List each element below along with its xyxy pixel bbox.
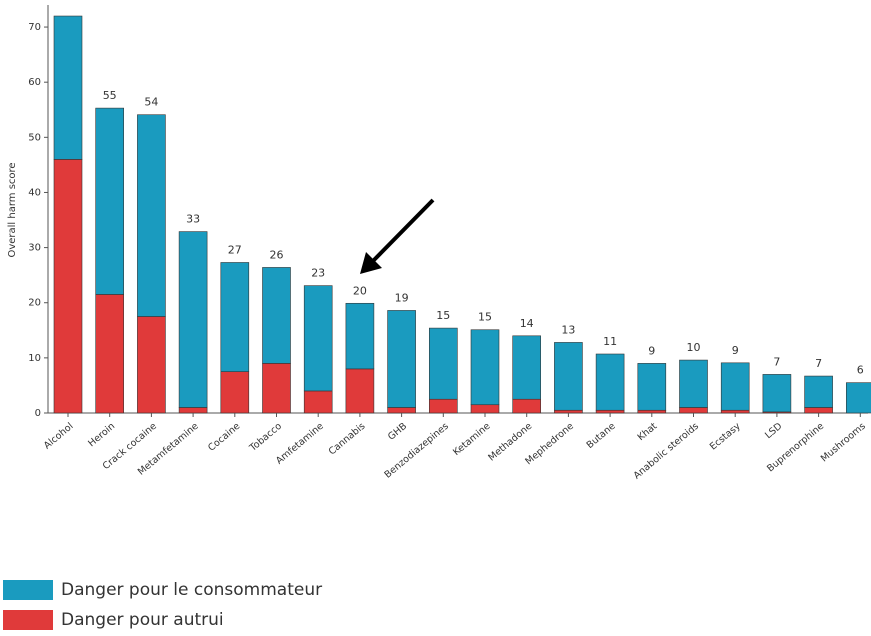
- total-label: 7: [815, 357, 822, 370]
- bar-segment: [637, 363, 667, 411]
- y-tick-label: 30: [28, 243, 41, 254]
- y-tick-label: 70: [28, 22, 41, 33]
- bar-segment: [762, 374, 792, 413]
- legend-label: Danger pour autrui: [61, 610, 224, 630]
- x-tick-label: GHB: [386, 421, 409, 443]
- legend-label: Danger pour le consommateur: [61, 580, 322, 600]
- bar-segment: [679, 359, 708, 408]
- bar-segment: [345, 302, 375, 370]
- y-axis-label: Overall harm score: [7, 162, 18, 257]
- arrow-head: [360, 252, 382, 274]
- total-label: 9: [732, 344, 739, 357]
- total-label: 26: [270, 248, 284, 261]
- bar-segment: [262, 363, 291, 414]
- bar-segment: [595, 353, 625, 411]
- total-label: 27: [228, 243, 242, 256]
- total-label: 11: [603, 335, 617, 348]
- arrow-shaft: [370, 198, 435, 264]
- y-tick-label: 20: [28, 298, 41, 309]
- y-tick-label: 60: [28, 77, 41, 88]
- bar-segment: [220, 371, 250, 414]
- bar-segment: [554, 342, 583, 411]
- bar-segment: [137, 316, 166, 414]
- x-tick-label: Ecstasy: [708, 421, 743, 453]
- total-label: 7: [773, 355, 780, 368]
- bar-segment: [262, 267, 291, 364]
- total-label: 33: [186, 213, 200, 226]
- bar-segment: [387, 310, 416, 408]
- bar-segment: [470, 404, 500, 414]
- bar-segment: [679, 407, 708, 414]
- total-label: 54: [144, 96, 158, 109]
- bar-segment: [554, 409, 583, 414]
- bar-segment: [178, 231, 208, 408]
- total-label: 15: [478, 311, 492, 324]
- bar-segment: [595, 409, 625, 414]
- bar-segment: [387, 407, 416, 414]
- bar-segment: [428, 327, 458, 400]
- bar-segment: [95, 107, 124, 295]
- bar-segment: [512, 335, 542, 400]
- bar-segment: [303, 390, 333, 414]
- bar-segment: [178, 407, 208, 414]
- legend-swatch: [3, 610, 53, 630]
- x-tick-label: Cocaine: [206, 421, 242, 454]
- total-label: 13: [561, 323, 575, 336]
- legend-swatch: [3, 580, 53, 600]
- bar-segment: [720, 409, 750, 414]
- y-tick-label: 40: [28, 187, 41, 198]
- x-tick-label: Butane: [585, 421, 618, 451]
- x-tick-label: Alcohol: [42, 421, 76, 452]
- bar-segment: [95, 294, 124, 414]
- bar-segment: [804, 375, 833, 408]
- x-tick-label: Mushrooms: [819, 421, 868, 465]
- bar-segment: [345, 368, 375, 414]
- bar-segment: [720, 362, 750, 411]
- y-tick-label: 0: [35, 408, 41, 419]
- total-label: 20: [353, 284, 367, 297]
- total-label: 15: [436, 309, 450, 322]
- annotation-arrow: [360, 198, 435, 274]
- y-tick-label: 10: [28, 353, 41, 364]
- bar-segment: [845, 382, 871, 414]
- bar-segment: [428, 398, 458, 414]
- total-label: 6: [857, 364, 864, 377]
- x-tick-label: Cannabis: [327, 421, 368, 458]
- total-label: 14: [520, 317, 534, 330]
- x-tick-label: LSD: [763, 421, 784, 441]
- bar-segment: [804, 407, 833, 414]
- x-tick-label: Khat: [636, 421, 660, 444]
- bar-segment: [137, 114, 166, 317]
- x-tick-label: Tobacco: [247, 421, 284, 455]
- total-label: 55: [103, 89, 117, 102]
- total-label: 23: [311, 267, 325, 280]
- y-tick-label: 50: [28, 132, 41, 143]
- bar-segment: [53, 159, 83, 414]
- total-label: 19: [395, 291, 409, 304]
- bar-segment: [470, 329, 500, 406]
- bar-segment: [303, 285, 333, 392]
- bar-segment: [512, 398, 542, 414]
- bar-segment: [220, 262, 250, 372]
- x-tick-label: Ketamine: [451, 421, 493, 458]
- bar-segment: [637, 409, 667, 414]
- bar-segment: [53, 15, 83, 160]
- total-label: 10: [687, 341, 701, 354]
- total-label: 9: [648, 344, 655, 357]
- x-tick-label: Heroin: [86, 421, 117, 449]
